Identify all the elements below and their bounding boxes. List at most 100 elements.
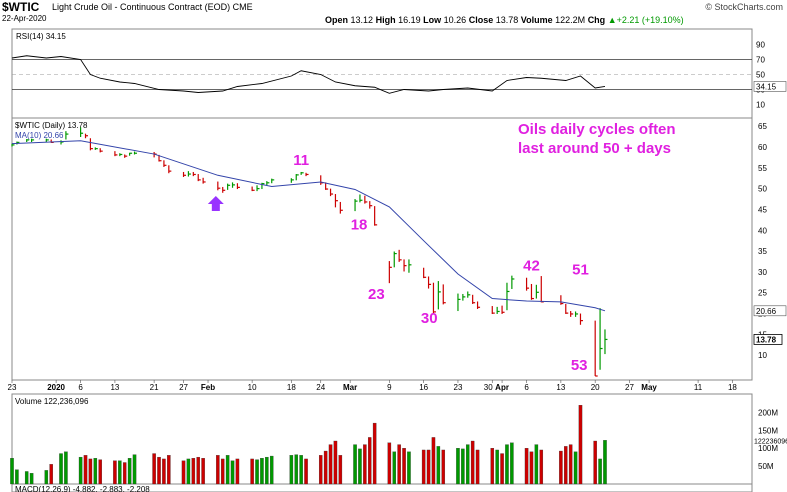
macd-legend: MACD(12,26,9) -4.882, -2.883, -2.208 <box>15 485 150 492</box>
price-last-box <box>753 334 783 345</box>
volume-bar <box>83 455 88 485</box>
symbol-description: Light Crude Oil - Continuous Contract (E… <box>52 2 253 12</box>
volume-bar <box>235 458 240 485</box>
volume-bar <box>260 458 264 485</box>
x-tick-5: 27 <box>179 383 188 392</box>
volume-bar <box>456 448 460 485</box>
panel-frames <box>11 28 753 492</box>
x-tick-14: 30 <box>484 383 493 392</box>
volume-bar <box>367 437 372 485</box>
x-tick-12: 16 <box>419 383 428 392</box>
x-tick-3: 13 <box>110 383 119 392</box>
high-value: 16.19 <box>398 15 421 25</box>
cycle-count-53: 53 <box>571 357 588 374</box>
volume-bar <box>568 444 573 485</box>
volume-bar <box>475 449 480 485</box>
volume-tick-2: 100M <box>758 444 778 453</box>
ma-last-label: 20.66 <box>756 307 777 316</box>
rsi-tick-4: 10 <box>756 101 765 110</box>
ma-line <box>11 140 606 312</box>
macd-frame <box>11 483 753 492</box>
chart-header: $WTIC Light Crude Oil - Continuous Contr… <box>0 0 787 28</box>
volume-bar <box>132 454 137 485</box>
volume-bar <box>15 469 19 485</box>
x-tick-16: 6 <box>524 383 529 392</box>
volume-bar <box>93 458 98 485</box>
volume-bar <box>387 442 392 485</box>
volume-bar <box>152 453 156 485</box>
volume-tick-0: 200M <box>758 408 778 417</box>
rsi-last-box <box>753 81 787 92</box>
volume-bar <box>191 458 196 485</box>
x-tick-7: 10 <box>248 383 257 392</box>
ohlc-readout: Open 13.12 High 16.19 Low 10.26 Close 13… <box>325 15 684 25</box>
x-tick-10: Mar <box>343 383 357 392</box>
rsi-line <box>11 55 606 94</box>
x-tick-18: 20 <box>591 383 600 392</box>
volume-bar <box>436 446 441 485</box>
volume-bar <box>186 458 191 485</box>
x-tick-9: 24 <box>316 383 325 392</box>
volume-tick-1: 150M <box>758 426 778 435</box>
ma-legend: MA(10) 20.66 <box>15 131 64 140</box>
price-tick-0: 65 <box>758 122 767 131</box>
price-tick-8: 25 <box>758 289 767 298</box>
volume-bar <box>534 444 539 485</box>
rsi-frame <box>11 28 753 119</box>
x-tick-17: 13 <box>556 383 565 392</box>
chg-label: Chg <box>587 15 606 25</box>
price-panel: 656055504540353025201510$WTIC (Daily) 13… <box>11 121 787 377</box>
high-label: High <box>375 15 396 25</box>
volume-bar <box>59 453 63 485</box>
volume-bar <box>539 449 544 485</box>
volume-bar <box>402 448 406 485</box>
x-tick-0: 23 <box>8 383 17 392</box>
rsi-last-label: 34.15 <box>756 82 777 91</box>
price-tick-4: 45 <box>758 205 767 214</box>
volume-bar <box>441 449 446 485</box>
volume-bar <box>265 456 269 485</box>
price-last-label: 13.78 <box>756 335 777 344</box>
volume-bar <box>323 450 328 485</box>
volume-bar <box>559 450 563 485</box>
price-tick-5: 40 <box>758 226 767 235</box>
volume-bar <box>127 458 132 485</box>
open-value: 13.12 <box>350 15 374 25</box>
volume-bar <box>44 470 49 485</box>
x-tick-2: 6 <box>78 383 83 392</box>
chg-value: +2.21 (+19.10%) <box>616 15 684 25</box>
low-label: Low <box>423 15 442 25</box>
volume-bar <box>289 455 294 485</box>
volume-bar <box>225 455 230 485</box>
price-legend: $WTIC (Daily) 13.78 <box>15 121 88 130</box>
x-tick-21: 11 <box>694 383 703 392</box>
brand-label: © StockCharts.com <box>705 2 783 12</box>
up-arrow-icon <box>207 196 224 211</box>
volume-bar <box>363 444 367 485</box>
volume-bar <box>505 444 509 485</box>
volume-bar <box>49 464 53 485</box>
x-tick-15: Apr <box>495 383 509 392</box>
volume-bar <box>338 455 343 485</box>
volume-legend: Volume 122,236,096 <box>15 397 89 406</box>
rsi-tick-2: 50 <box>756 71 765 80</box>
cycle-count-18: 18 <box>351 217 368 234</box>
volume-bar <box>397 444 401 485</box>
cycle-count-51: 51 <box>572 262 589 279</box>
volume-tick-3: 50M <box>758 462 774 471</box>
x-tick-11: 9 <box>387 383 392 392</box>
volume-bar <box>64 451 68 485</box>
volume-bar <box>564 446 568 485</box>
volume-bar <box>500 453 504 485</box>
rsi-tick-1: 70 <box>756 56 765 65</box>
volume-bar <box>216 455 220 485</box>
volume-bar <box>333 440 338 485</box>
volume-bar <box>603 440 607 485</box>
price-frame <box>11 117 753 381</box>
volume-bar <box>529 451 534 485</box>
volume-bar <box>255 459 259 485</box>
volume-bar <box>426 449 431 485</box>
volume-bar <box>593 440 597 485</box>
